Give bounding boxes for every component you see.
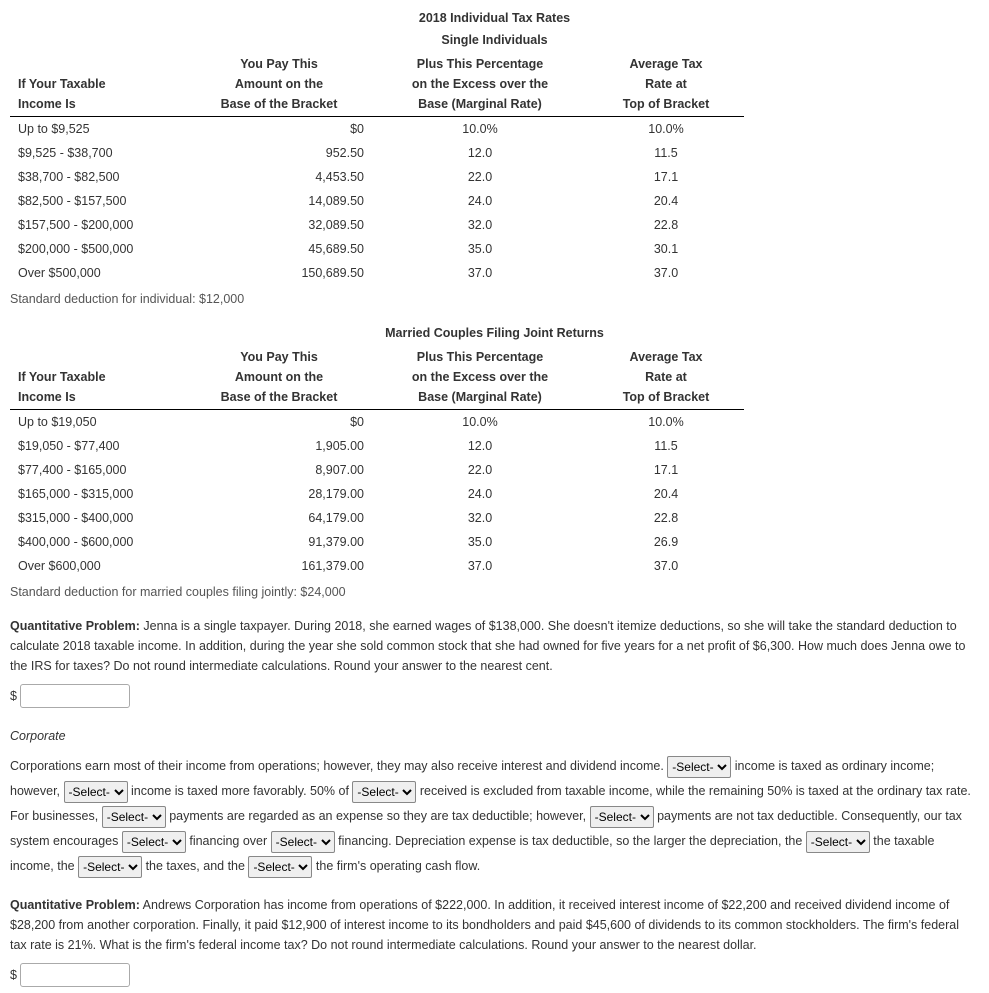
quantitative-problem-2: Quantitative Problem: Andrews Corporatio… xyxy=(10,895,979,955)
header-income: If Your TaxableIncome Is xyxy=(10,52,186,117)
corp-text: the taxes, and the xyxy=(146,859,249,873)
table-row: Up to $9,525$010.0%10.0% xyxy=(10,117,744,142)
select-10[interactable]: -Select- xyxy=(248,856,312,878)
header-base: You Pay ThisAmount on theBase of the Bra… xyxy=(186,52,372,117)
q1-text: Jenna is a single taxpayer. During 2018,… xyxy=(10,619,965,673)
table-row: $200,000 - $500,00045,689.5035.030.1 xyxy=(10,237,744,261)
corporate-paragraph: Corporations earn most of their income f… xyxy=(10,754,979,879)
table-row: Over $500,000150,689.5037.037.0 xyxy=(10,261,744,285)
corp-text: payments are regarded as an expense so t… xyxy=(169,809,589,823)
header-base: You Pay ThisAmount on theBase of the Bra… xyxy=(186,345,372,410)
header-average: Average TaxRate atTop of Bracket xyxy=(588,52,744,117)
q2-text: Andrews Corporation has income from oper… xyxy=(10,898,959,952)
table-row: $165,000 - $315,00028,179.0024.020.4 xyxy=(10,482,744,506)
corp-text: financing over xyxy=(189,834,270,848)
select-5[interactable]: -Select- xyxy=(590,806,654,828)
corp-text: financing. Depreciation expense is tax d… xyxy=(338,834,806,848)
table-row: $400,000 - $600,00091,379.0035.026.9 xyxy=(10,530,744,554)
answer-input-1[interactable] xyxy=(20,684,130,708)
table-row: $315,000 - $400,00064,179.0032.022.8 xyxy=(10,506,744,530)
select-7[interactable]: -Select- xyxy=(271,831,335,853)
table-row: $82,500 - $157,50014,089.5024.020.4 xyxy=(10,189,744,213)
answer-input-2[interactable] xyxy=(20,963,130,987)
header-income: If Your TaxableIncome Is xyxy=(10,345,186,410)
single-tax-table: If Your TaxableIncome Is You Pay ThisAmo… xyxy=(10,52,744,285)
header-average: Average TaxRate atTop of Bracket xyxy=(588,345,744,410)
header-marginal: Plus This Percentageon the Excess over t… xyxy=(372,52,588,117)
corp-text: the firm's operating cash flow. xyxy=(316,859,480,873)
q1-label: Quantitative Problem: xyxy=(10,619,140,633)
table-row: $77,400 - $165,0008,907.0022.017.1 xyxy=(10,458,744,482)
married-tax-table: If Your TaxableIncome Is You Pay ThisAmo… xyxy=(10,345,744,578)
quantitative-problem-1: Quantitative Problem: Jenna is a single … xyxy=(10,616,979,676)
select-9[interactable]: -Select- xyxy=(78,856,142,878)
dollar-prefix: $ xyxy=(10,968,17,982)
married-deduction-note: Standard deduction for married couples f… xyxy=(10,582,979,602)
table-row: Over $600,000161,379.0037.037.0 xyxy=(10,554,744,578)
select-1[interactable]: -Select- xyxy=(667,756,731,778)
single-subtitle: Single Individuals xyxy=(10,30,979,50)
corporate-heading: Corporate xyxy=(10,726,979,746)
corp-text: income is taxed more favorably. 50% of xyxy=(131,784,352,798)
married-subtitle: Married Couples Filing Joint Returns xyxy=(10,323,979,343)
select-8[interactable]: -Select- xyxy=(806,831,870,853)
header-marginal: Plus This Percentageon the Excess over t… xyxy=(372,345,588,410)
select-4[interactable]: -Select- xyxy=(102,806,166,828)
table-row: $9,525 - $38,700952.5012.011.5 xyxy=(10,141,744,165)
select-3[interactable]: -Select- xyxy=(352,781,416,803)
dollar-prefix: $ xyxy=(10,689,17,703)
table-row: $19,050 - $77,4001,905.0012.011.5 xyxy=(10,434,744,458)
select-2[interactable]: -Select- xyxy=(64,781,128,803)
table-row: $38,700 - $82,5004,453.5022.017.1 xyxy=(10,165,744,189)
table-row: Up to $19,050$010.0%10.0% xyxy=(10,410,744,435)
select-6[interactable]: -Select- xyxy=(122,831,186,853)
q2-label: Quantitative Problem: xyxy=(10,898,140,912)
table-row: $157,500 - $200,00032,089.5032.022.8 xyxy=(10,213,744,237)
single-deduction-note: Standard deduction for individual: $12,0… xyxy=(10,289,979,309)
corp-text: Corporations earn most of their income f… xyxy=(10,759,667,773)
page-title: 2018 Individual Tax Rates xyxy=(10,8,979,28)
